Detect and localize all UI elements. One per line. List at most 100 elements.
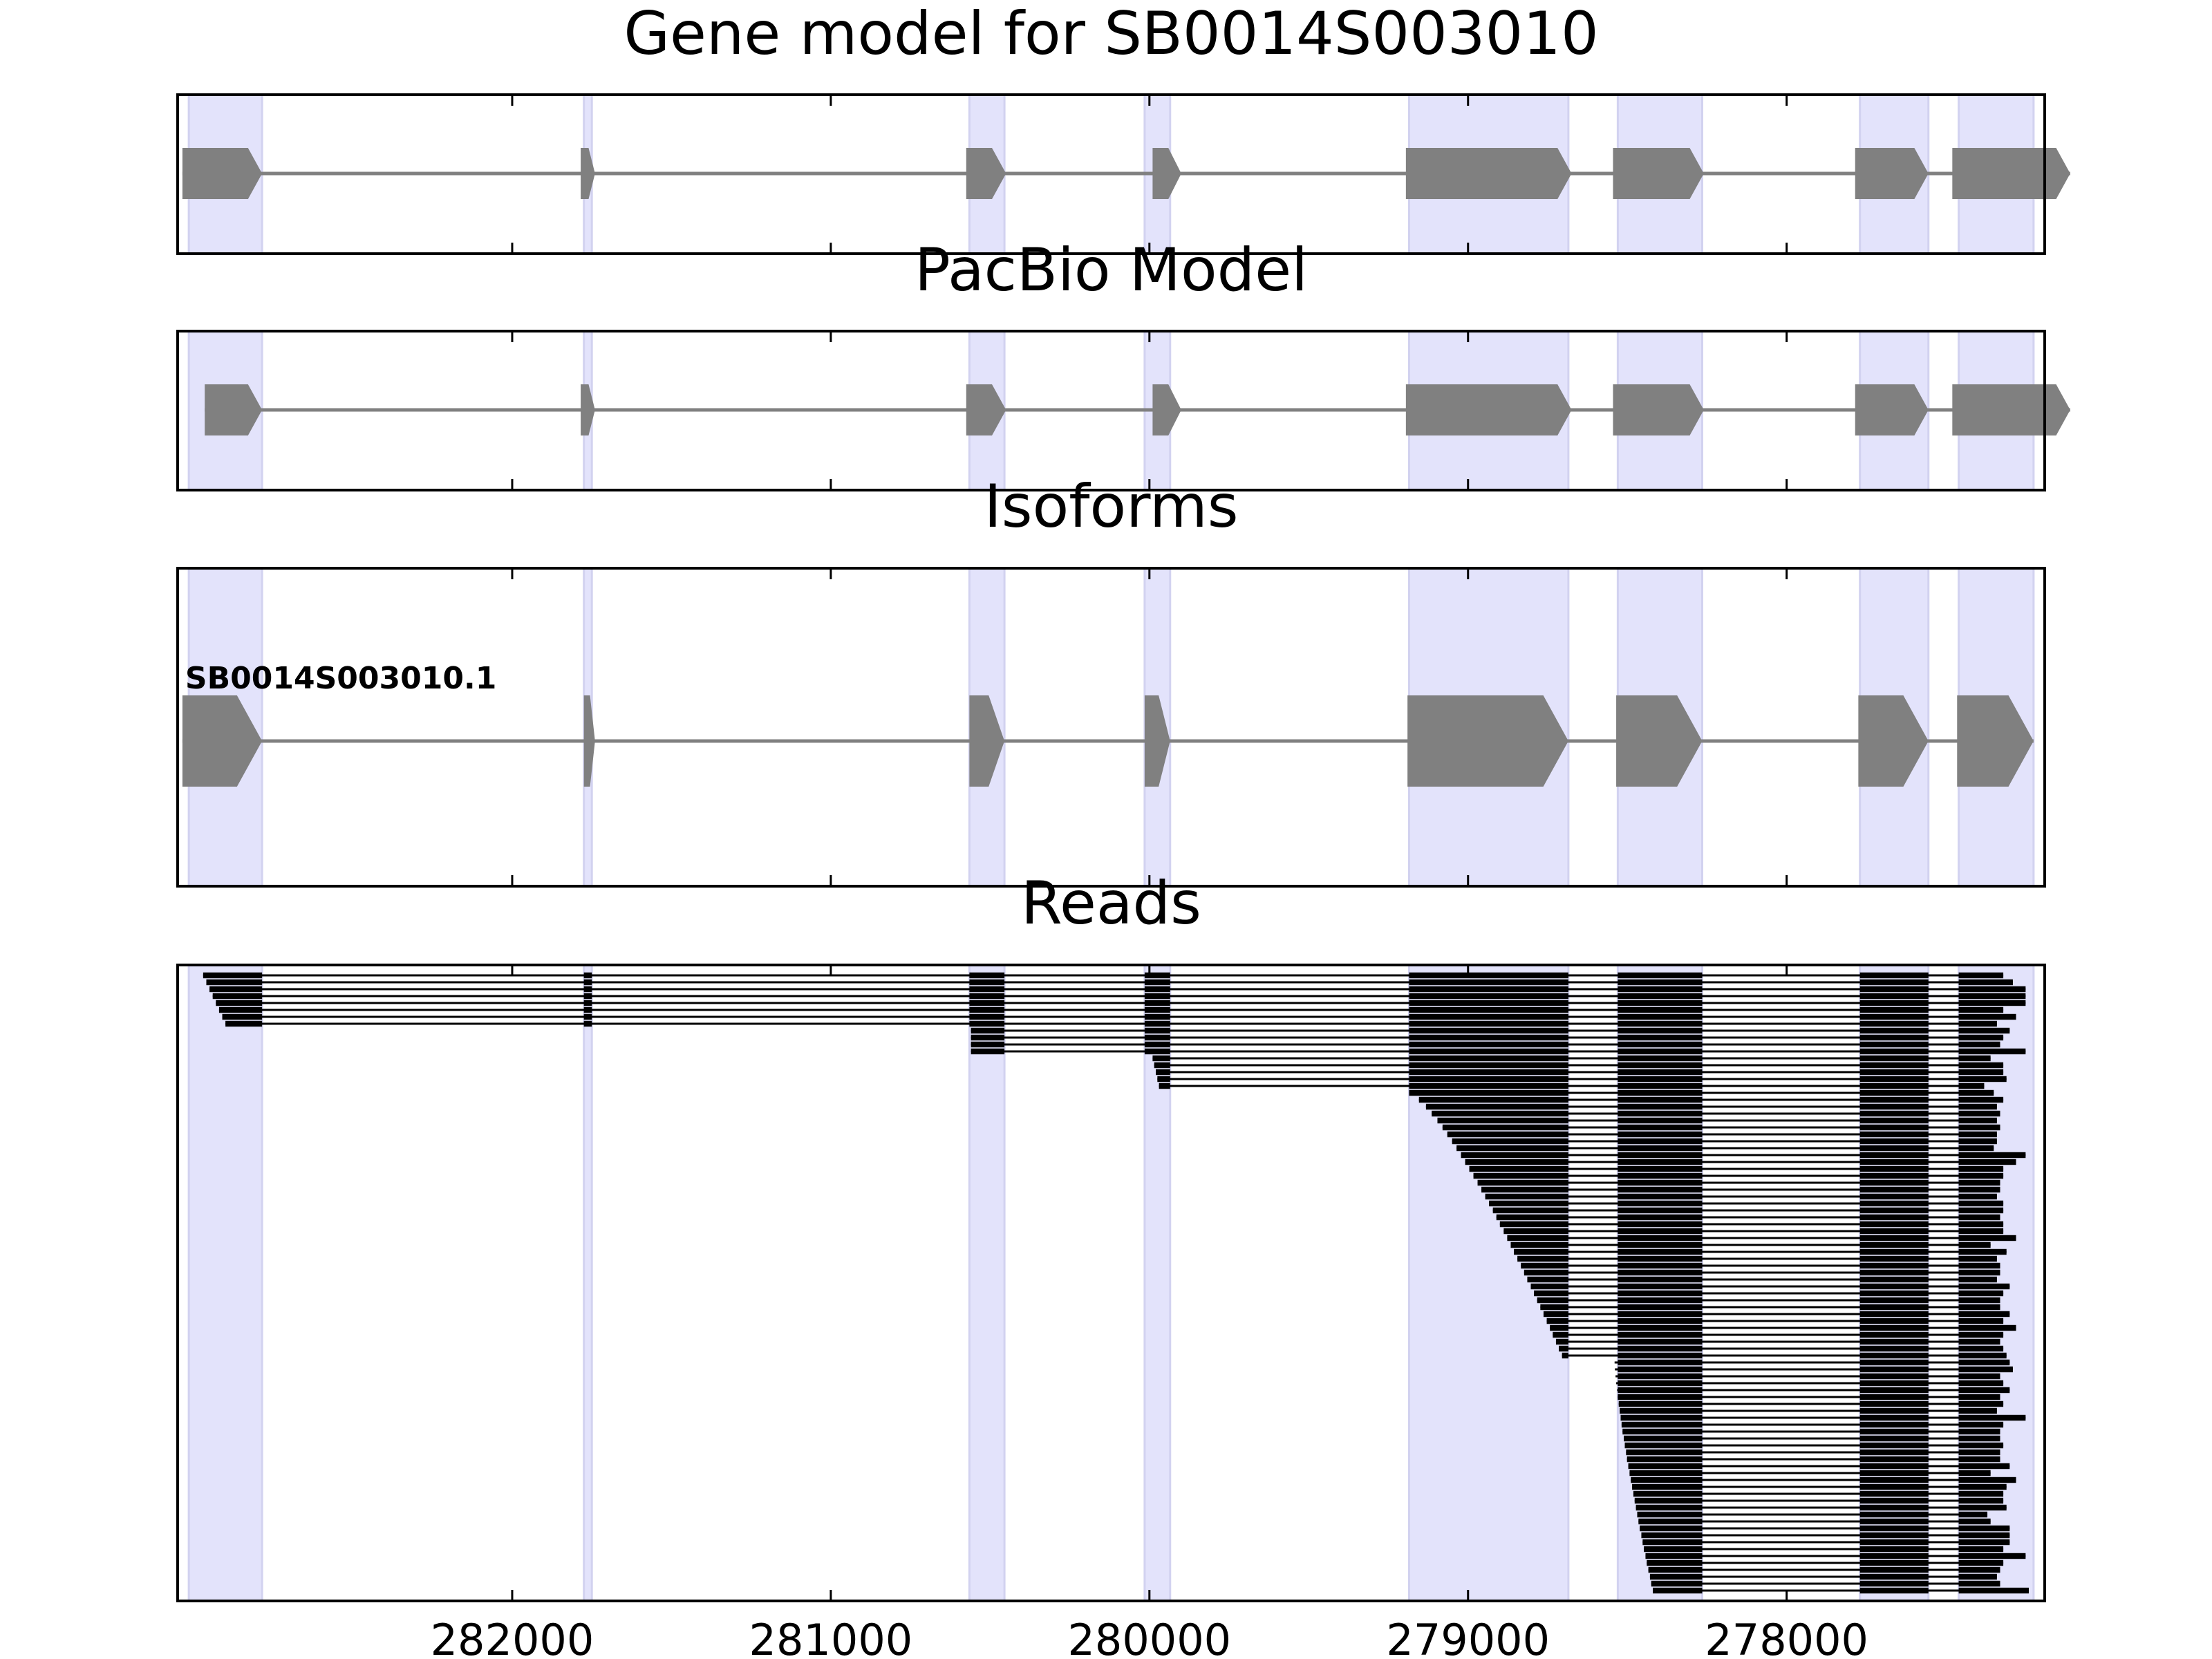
read-exon-block: [1958, 1013, 2016, 1020]
read-exon-block: [1958, 1352, 2007, 1359]
read-exon-block: [1473, 1172, 1568, 1179]
read-exon-block: [1958, 1449, 2000, 1456]
read-exon-block: [1618, 1103, 1703, 1110]
read-exon-block: [1958, 1027, 2010, 1034]
read-exon-block: [1409, 1062, 1568, 1069]
read-exon-block: [1859, 1000, 1929, 1006]
read-exon-block: [969, 972, 1005, 979]
read-exon-block: [1154, 1062, 1170, 1069]
read-exon-block: [1618, 1145, 1703, 1152]
read-exon-block: [1958, 1539, 2010, 1546]
read-exon-block: [1958, 1400, 2004, 1407]
read-exon-block: [1859, 1193, 1929, 1200]
read-exon-block: [1618, 1152, 1703, 1159]
read-exon-block: [1618, 1013, 1703, 1020]
read-exon-block: [1409, 1034, 1568, 1041]
read-exon-block: [1958, 1228, 2004, 1235]
read-exon-block: [1618, 1124, 1703, 1131]
read-exon-block: [209, 986, 263, 993]
read-exon-block: [1958, 1124, 2000, 1131]
exon-block: [1144, 695, 1170, 787]
read-exon-block: [1618, 1248, 1703, 1255]
read-exon-block: [1958, 1186, 2000, 1193]
read-exon-block: [1638, 1518, 1703, 1525]
read-exon-block: [1437, 1117, 1568, 1124]
read-exon-block: [1958, 986, 2026, 993]
read-exon-block: [1144, 972, 1170, 979]
read-exon-block: [1958, 1504, 2007, 1511]
read-exon-block: [1859, 1297, 1929, 1304]
read-exon-block: [1859, 1020, 1929, 1027]
read-exon-block: [1618, 1241, 1703, 1248]
read-exon-block: [1958, 1497, 2004, 1504]
read-exon-block: [1409, 1076, 1568, 1082]
read-exon-block: [1859, 1559, 1929, 1566]
exon-block: [1855, 384, 1929, 435]
read-exon-block: [1653, 1587, 1703, 1594]
read-exon-block: [1859, 1186, 1929, 1193]
read-exon-block: [1958, 1456, 2000, 1463]
read-exon-block: [1958, 972, 2004, 979]
read-exon-block: [1159, 1082, 1170, 1089]
read-exon-block: [1409, 1000, 1568, 1006]
read-exon-block: [1859, 1304, 1929, 1311]
read-exon-block: [1618, 1269, 1703, 1276]
read-exon-block: [1618, 1324, 1703, 1331]
read-exon-block: [1144, 1034, 1170, 1041]
read-exon-block: [1958, 1269, 2000, 1276]
read-exon-block: [1859, 1435, 1929, 1442]
read-exon-block: [1618, 1193, 1703, 1200]
read-exon-block: [1859, 1511, 1929, 1518]
read-exon-block: [1409, 1027, 1568, 1034]
read-exon-block: [583, 1013, 592, 1020]
read-exon-block: [1859, 1159, 1929, 1165]
read-exon-block: [1618, 1041, 1703, 1048]
read-exon-block: [969, 986, 1005, 993]
read-exon-block: [1647, 1559, 1703, 1566]
read-exon-block: [1641, 1532, 1703, 1539]
exon-block: [1152, 148, 1181, 199]
exon-block: [1407, 695, 1568, 787]
read-exon-block: [1859, 1228, 1929, 1235]
read-exon-block: [971, 1027, 1005, 1034]
read-exon-block: [1958, 1241, 1991, 1248]
read-exon-block: [1859, 1131, 1929, 1138]
read-exon-block: [1559, 1345, 1568, 1352]
read-exon-block: [1859, 1082, 1929, 1089]
read-exon-block: [1553, 1331, 1568, 1338]
read-exon-block: [1859, 1504, 1929, 1511]
read-exon-block: [218, 1006, 263, 1013]
read-exon-block: [1958, 1366, 2013, 1373]
read-exon-block: [1859, 1235, 1929, 1241]
read-exon-block: [1618, 1283, 1703, 1290]
read-exon-block: [1620, 1407, 1703, 1414]
read-exon-block: [1958, 1477, 2016, 1483]
read-exon-block: [1859, 1269, 1929, 1276]
read-exon-block: [1144, 1013, 1170, 1020]
read-exon-block: [1631, 1477, 1703, 1483]
read-exon-block: [1492, 1207, 1568, 1214]
read-exon-block: [1958, 1407, 1997, 1414]
read-exon-block: [1958, 1580, 2000, 1587]
read-exon-block: [1144, 1000, 1170, 1006]
read-exon-block: [1958, 1414, 2026, 1421]
read-exon-block: [203, 972, 263, 979]
read-exon-block: [1618, 1138, 1703, 1145]
read-exon-block: [1637, 1511, 1703, 1518]
read-exon-block: [1958, 1518, 1991, 1525]
read-exon-block: [1859, 1539, 1929, 1546]
read-exon-block: [1958, 1283, 2010, 1290]
read-exon-block: [1859, 1221, 1929, 1228]
read-exon-block: [1621, 1421, 1703, 1428]
read-exon-block: [1859, 1421, 1929, 1428]
read-exon-block: [1958, 1262, 2000, 1269]
read-exon-block: [1859, 1532, 1929, 1539]
read-exon-block: [1958, 1172, 2004, 1179]
panel-title: Isoforms: [984, 472, 1238, 541]
read-exon-block: [1958, 1546, 2004, 1553]
exon-block: [1616, 695, 1703, 787]
read-exon-block: [1859, 1103, 1929, 1110]
read-exon-block: [1543, 1311, 1568, 1318]
exon-block: [1858, 695, 1929, 787]
read-exon-block: [1618, 1096, 1703, 1103]
